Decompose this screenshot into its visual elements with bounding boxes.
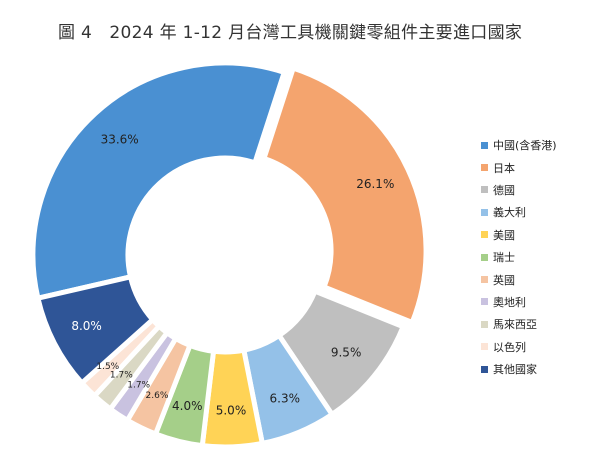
legend-item-7: 英國 [481, 268, 557, 290]
legend-swatch [481, 253, 488, 261]
slice-label-7: 2.6% [146, 391, 169, 401]
legend-swatch [481, 365, 488, 373]
legend-item-8: 奧地利 [481, 291, 557, 313]
legend-swatch [481, 276, 488, 284]
slice-label-8: 1.7% [127, 380, 150, 390]
legend-item-4: 義大利 [481, 201, 557, 223]
legend-item-3: 德國 [481, 179, 557, 201]
legend-label: 其他國家 [493, 363, 537, 377]
legend-label: 英國 [493, 273, 515, 287]
legend-label: 以色列 [493, 340, 526, 354]
slice-label-5: 5.0% [216, 403, 247, 417]
legend-swatch [481, 186, 488, 194]
legend-label: 馬來西亞 [493, 318, 537, 332]
slice-label-3: 9.5% [331, 346, 362, 360]
legend-label: 瑞士 [493, 251, 515, 265]
legend-item-5: 美國 [481, 224, 557, 246]
slice-label-9: 1.7% [110, 370, 133, 380]
legend-swatch [481, 231, 488, 239]
legend-label: 義大利 [493, 206, 526, 220]
legend-label: 中國(含香港) [493, 139, 557, 153]
legend-item-9: 馬來西亞 [481, 313, 557, 335]
slice-11 [34, 273, 157, 387]
legend-label: 美國 [493, 228, 515, 242]
legend-item-10: 以色列 [481, 336, 557, 358]
slice-label-1: 33.6% [101, 133, 139, 147]
slice-label-2: 26.1% [356, 177, 394, 191]
legend-item-11: 其他國家 [481, 358, 557, 380]
slice-1 [30, 60, 288, 302]
legend-swatch [481, 141, 488, 149]
legend-swatch [481, 320, 488, 328]
slice-label-4: 6.3% [270, 391, 301, 405]
legend-label: 奧地利 [493, 295, 526, 309]
legend-item-6: 瑞士 [481, 246, 557, 268]
slice-label-11: 8.0% [71, 319, 102, 333]
legend-item-1: 中國(含香港) [481, 134, 557, 156]
legend-item-2: 日本 [481, 156, 557, 178]
legend-swatch [481, 298, 488, 306]
legend-label: 日本 [493, 161, 515, 175]
slice-2 [260, 64, 429, 326]
legend-swatch [481, 164, 488, 172]
slice-label-10: 1.5% [96, 362, 119, 372]
slice-label-6: 4.0% [172, 399, 203, 413]
legend-label: 德國 [493, 183, 515, 197]
chart-legend: 中國(含香港) 日本德國義大利美國瑞士英國奧地利馬來西亞以色列其他國家 [481, 134, 557, 380]
chart-title: 圖 4 2024 年 1-12 月台灣工具機關鍵零組件主要進口國家 [58, 23, 523, 43]
legend-swatch [481, 208, 488, 216]
legend-swatch [481, 343, 488, 351]
